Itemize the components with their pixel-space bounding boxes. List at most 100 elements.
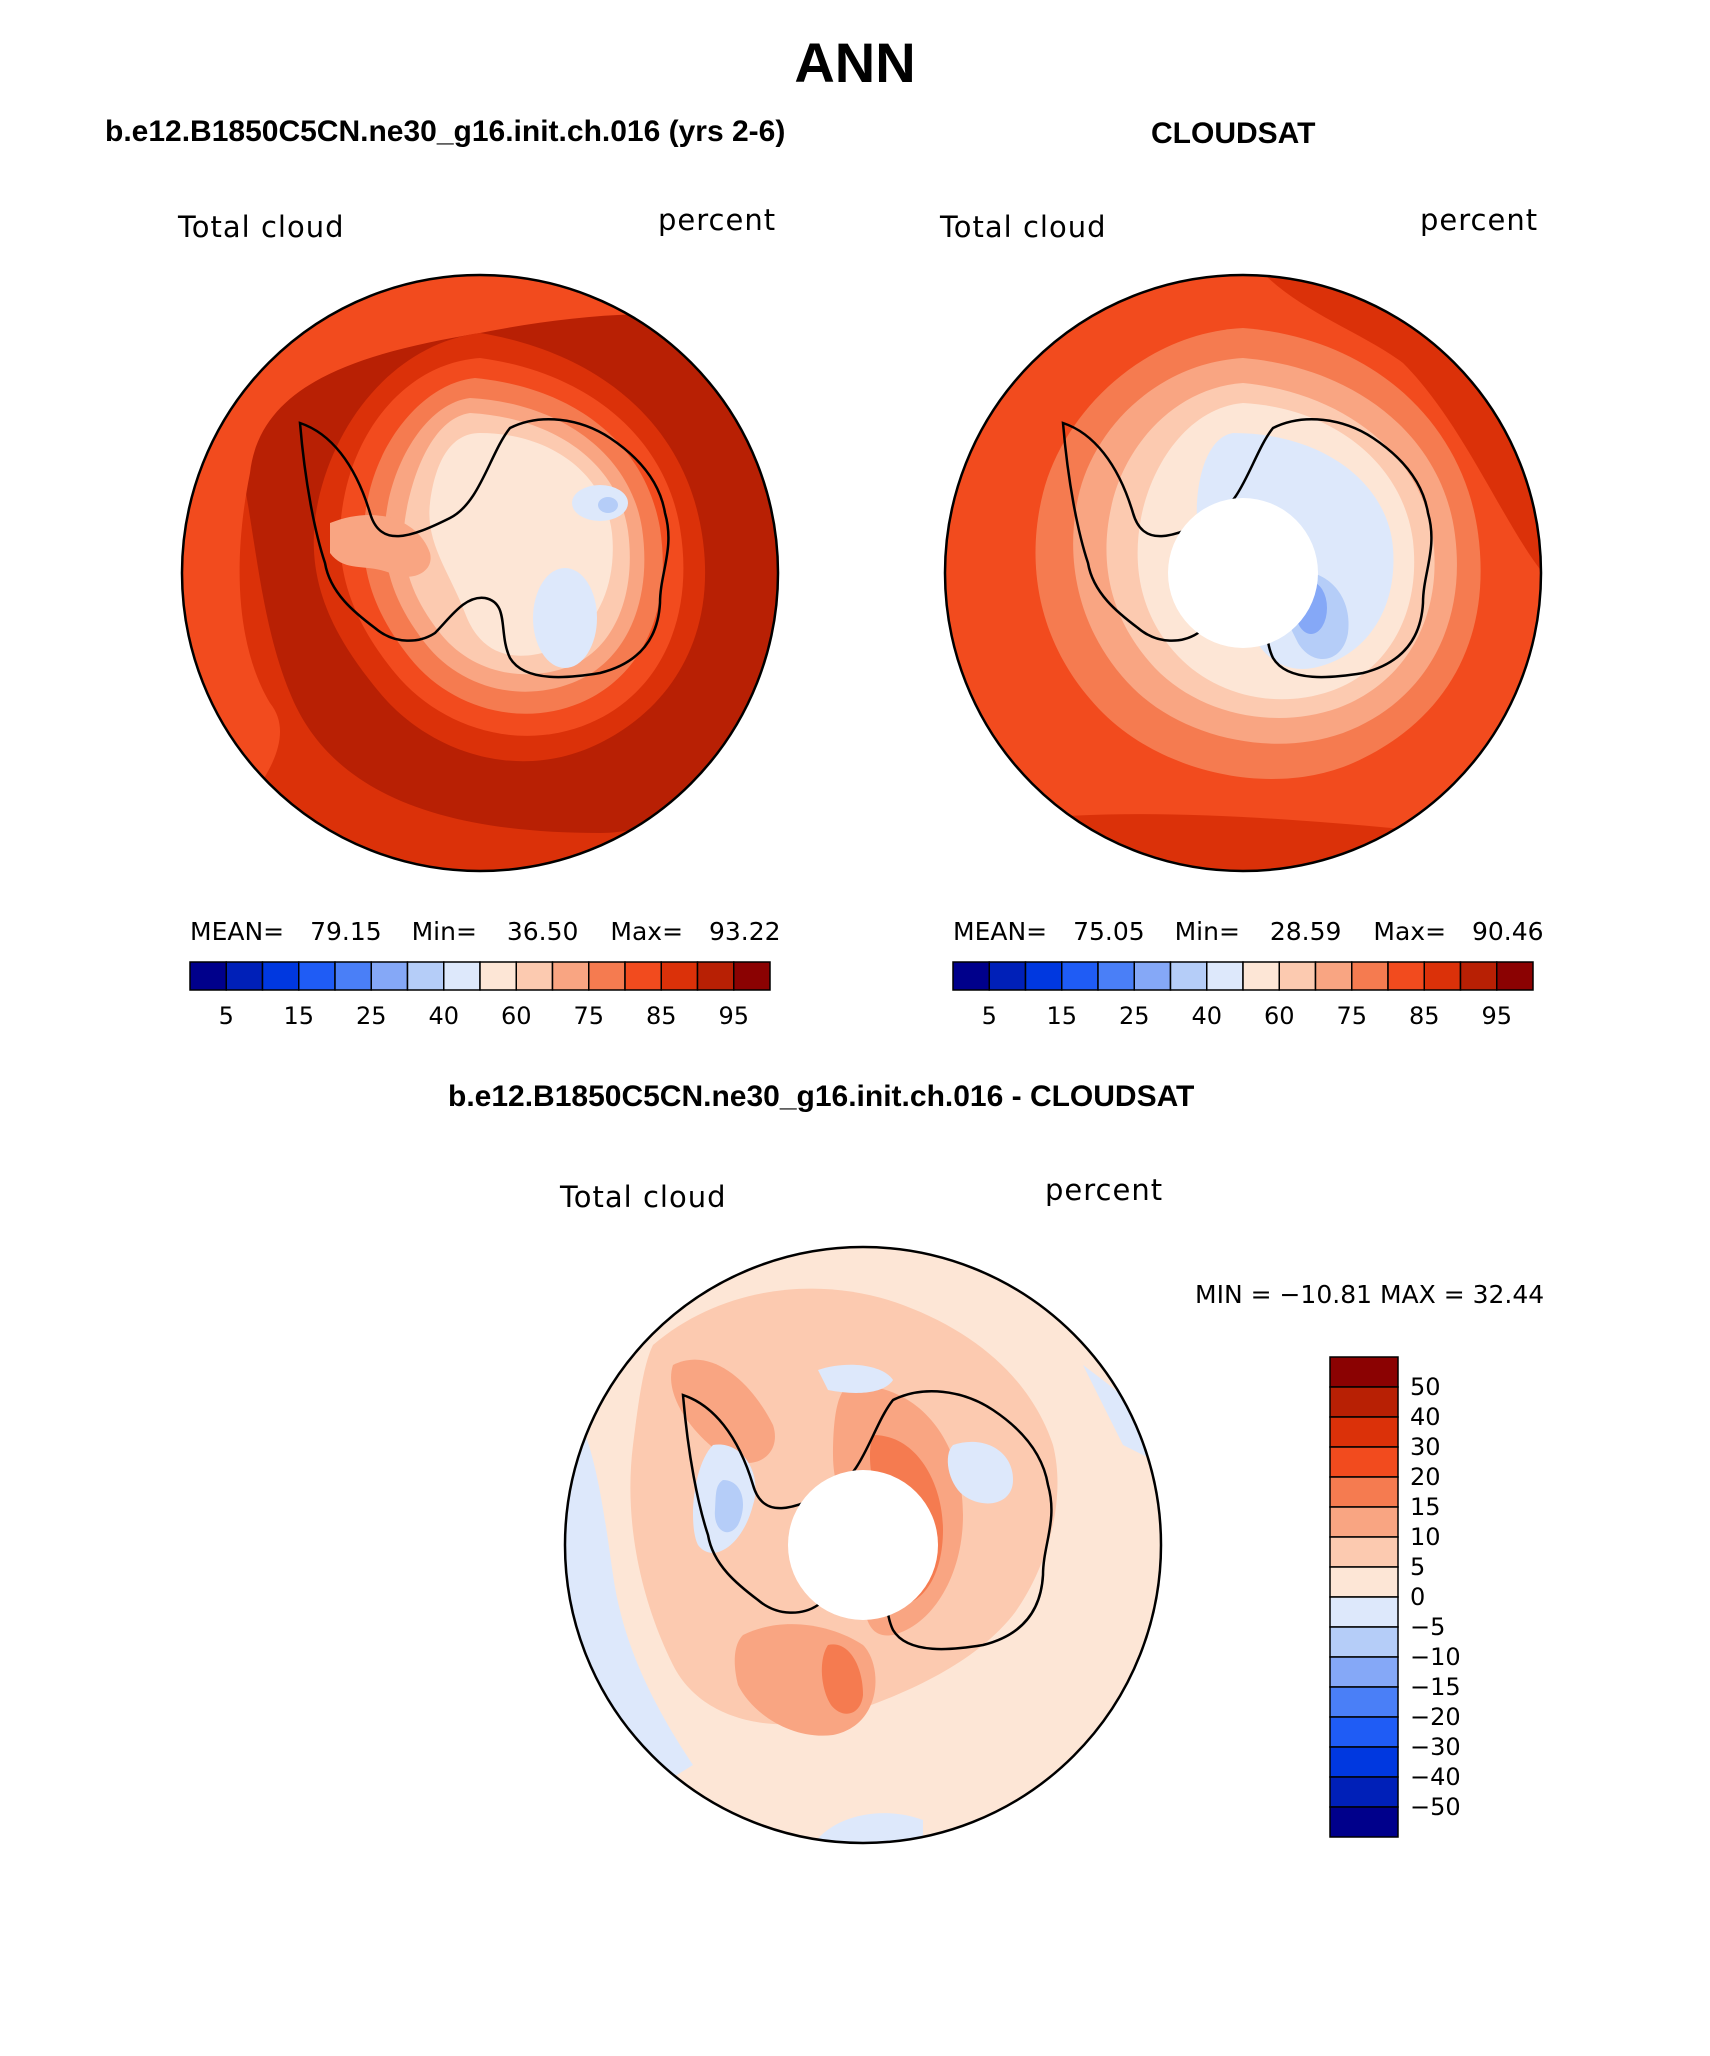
colorbar-swatch [1329, 1566, 1399, 1598]
panel2-stats: MEAN= 75.05 Min= 28.59 Max= 90.46 [953, 917, 1544, 946]
colorbar-swatch [1459, 961, 1498, 991]
colorbar-swatch [1351, 961, 1389, 991]
colorbar-swatch [334, 961, 372, 991]
colorbar-tick-label: −15 [1410, 1673, 1461, 1701]
colorbar-tick-label: 50 [1410, 1373, 1441, 1401]
panel2-map-border [943, 273, 1543, 873]
colorbar-swatch [406, 961, 445, 991]
colorbar-swatch [1329, 1716, 1399, 1748]
panel1-min-value: 36.50 [506, 917, 579, 946]
panel1-mean-label: MEAN= [190, 917, 285, 946]
colorbar-tick-label: 60 [501, 1002, 532, 1030]
panel2-min-label: Min= [1174, 917, 1240, 946]
colorbar-tick-label: 0 [1410, 1583, 1425, 1611]
panel2-units-label: percent [1420, 203, 1539, 237]
colorbar-tick-label: −40 [1410, 1763, 1461, 1791]
colorbar-tick-label: −50 [1410, 1793, 1461, 1821]
panel1-min-label: Min= [411, 917, 477, 946]
colorbar-swatch [189, 961, 227, 991]
panel1-low-cloud-region [533, 568, 597, 668]
colorbar-tick-label: 15 [283, 1002, 314, 1030]
colorbar-swatch [733, 961, 771, 991]
colorbar-swatch [1314, 961, 1353, 991]
colorbar-swatch [1206, 961, 1244, 991]
colorbar-swatch [952, 961, 990, 991]
colorbar-swatch [1329, 1356, 1399, 1388]
colorbar-swatch [1387, 961, 1425, 991]
colorbar-swatch [1423, 961, 1462, 991]
colorbar-swatch [1242, 961, 1280, 991]
panel1-band [330, 514, 431, 577]
colorbar-tick-label: 40 [1410, 1403, 1441, 1431]
colorbar-swatch [298, 961, 336, 991]
colorbar-swatch [551, 961, 590, 991]
colorbar-tick-label: 25 [1119, 1002, 1150, 1030]
colorbar-swatch [1329, 1686, 1399, 1718]
panel2-min-value: 28.59 [1269, 917, 1342, 946]
colorbar-swatch [1329, 1386, 1399, 1418]
colorbar-swatch [1329, 1626, 1399, 1658]
colorbar-swatch [1496, 961, 1534, 991]
panel1-units-label: percent [658, 203, 777, 237]
panel2-variable-label: Total cloud [940, 210, 1107, 244]
colorbar-tick-label: 95 [1481, 1002, 1512, 1030]
panel1-low-cloud-region [598, 497, 618, 513]
colorbar-swatch [1329, 1446, 1399, 1478]
colorbar-tick-label: 85 [646, 1002, 677, 1030]
panel3-units-label: percent [1045, 1173, 1164, 1207]
colorbar-tick-label: 5 [219, 1002, 234, 1030]
colorbar-tick-label: 75 [573, 1002, 604, 1030]
panel3-negative-region [947, 1441, 1013, 1504]
panel2-polar-data-gap [1168, 498, 1318, 648]
panel3-negative-region [818, 1364, 893, 1393]
panel1-stats: MEAN= 79.15 Min= 36.50 Max= 93.22 [190, 917, 781, 946]
colorbar-swatch [370, 961, 409, 991]
panel1-max-label: Max= [610, 917, 684, 946]
colorbar-swatch [1024, 961, 1063, 991]
colorbar-swatch [1133, 961, 1172, 991]
panel1-colorbar: 5 15 25 40 60 75 85 95 [189, 961, 771, 1030]
panel2-max-label: Max= [1373, 917, 1447, 946]
panel3-positive-region [671, 1359, 775, 1464]
colorbar-swatch [515, 961, 554, 991]
panel3-map-border [563, 1245, 1163, 1845]
panel2-band [945, 814, 1541, 871]
colorbar-swatch [225, 961, 264, 991]
panel2-max-value: 90.46 [1472, 917, 1544, 946]
colorbar-tick-label: −30 [1410, 1733, 1461, 1761]
colorbar-swatch [1061, 961, 1099, 991]
colorbar-swatch [624, 961, 662, 991]
colorbar-tick-label: −10 [1410, 1643, 1461, 1671]
colorbar-tick-label: 20 [1410, 1463, 1441, 1491]
colorbar-swatch [1097, 961, 1135, 991]
colorbar-swatch [1329, 1746, 1399, 1778]
panel3-polar-map [563, 1245, 1163, 1845]
colorbar-swatch [1329, 1806, 1399, 1838]
panel2-polar-map [943, 273, 1543, 873]
colorbar-tick-label: 5 [1410, 1553, 1425, 1581]
panel2-mean-value: 75.05 [1073, 917, 1145, 946]
panel2-mean-label: MEAN= [953, 917, 1048, 946]
colorbar-tick-label: −5 [1410, 1613, 1445, 1641]
panel3-positive-region [821, 1644, 863, 1714]
colorbar-tick-label: 40 [428, 1002, 459, 1030]
panel1-max-value: 93.22 [709, 917, 781, 946]
panel1-case-title: b.e12.B1850C5CN.ne30_g16.init.ch.016 (yr… [105, 115, 786, 148]
colorbar-swatch [261, 961, 300, 991]
panel3-min-max: MIN = −10.81 MAX = 32.44 [1195, 1280, 1545, 1309]
panel1-map-border [180, 273, 780, 873]
panel1-polar-map [180, 273, 780, 873]
panel3-polar-data-gap [788, 1470, 938, 1620]
panel1-variable-label: Total cloud [178, 210, 345, 244]
panel2-case-title: CLOUDSAT [1151, 117, 1316, 150]
panel3-negative-region [813, 1813, 923, 1843]
panel1-mean-value: 79.15 [310, 917, 382, 946]
colorbar-tick-label: 75 [1336, 1002, 1367, 1030]
colorbar-tick-label: 15 [1410, 1493, 1441, 1521]
colorbar-tick-label: 85 [1409, 1002, 1440, 1030]
colorbar-tick-label: 15 [1046, 1002, 1077, 1030]
main-title: ANN [794, 31, 916, 94]
colorbar-tick-label: 60 [1264, 1002, 1295, 1030]
colorbar-swatch [1329, 1476, 1399, 1508]
